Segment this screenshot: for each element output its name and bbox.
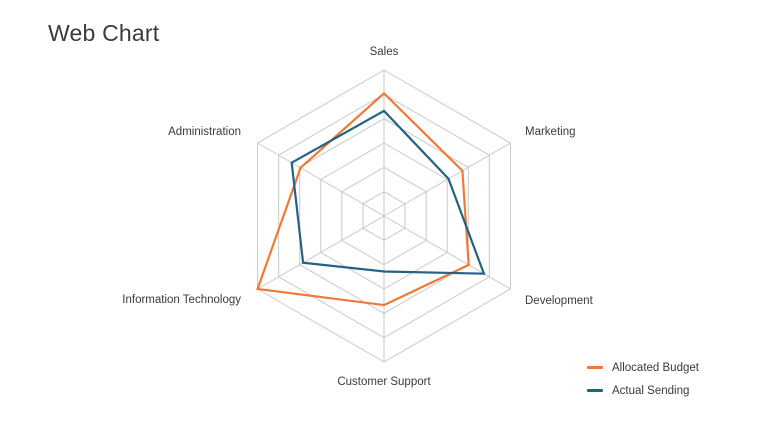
axis-label-information-technology: Information Technology <box>122 294 241 306</box>
legend-item-allocated-budget: Allocated Budget <box>587 356 699 379</box>
legend: Allocated Budget Actual Sending <box>587 356 699 402</box>
legend-swatch-allocated-budget <box>587 366 603 369</box>
spoke-development <box>383 215 511 290</box>
axis-label-development: Development <box>525 295 594 307</box>
radar-series <box>256 91 486 307</box>
axis-label-administration: Administration <box>168 126 241 138</box>
chart-title: Web Chart <box>48 20 160 46</box>
legend-swatch-actual-sending <box>587 389 603 392</box>
series-allocated-budget <box>256 91 470 307</box>
axis-label-customer-support: Customer Support <box>337 376 431 388</box>
axis-label-sales: Sales <box>370 46 399 58</box>
axis-label-marketing: Marketing <box>525 126 576 138</box>
legend-label-allocated-budget: Allocated Budget <box>612 361 699 374</box>
series-actual-sending <box>290 109 486 275</box>
spoke-information-technology <box>257 215 385 290</box>
spoke-administration <box>257 142 385 217</box>
legend-item-actual-sending: Actual Sending <box>587 379 699 402</box>
spoke-marketing <box>383 142 511 217</box>
legend-label-actual-sending: Actual Sending <box>612 384 690 397</box>
radar-axis-labels: Sales Marketing Development Customer Sup… <box>122 46 593 388</box>
radar-grid <box>257 69 511 363</box>
